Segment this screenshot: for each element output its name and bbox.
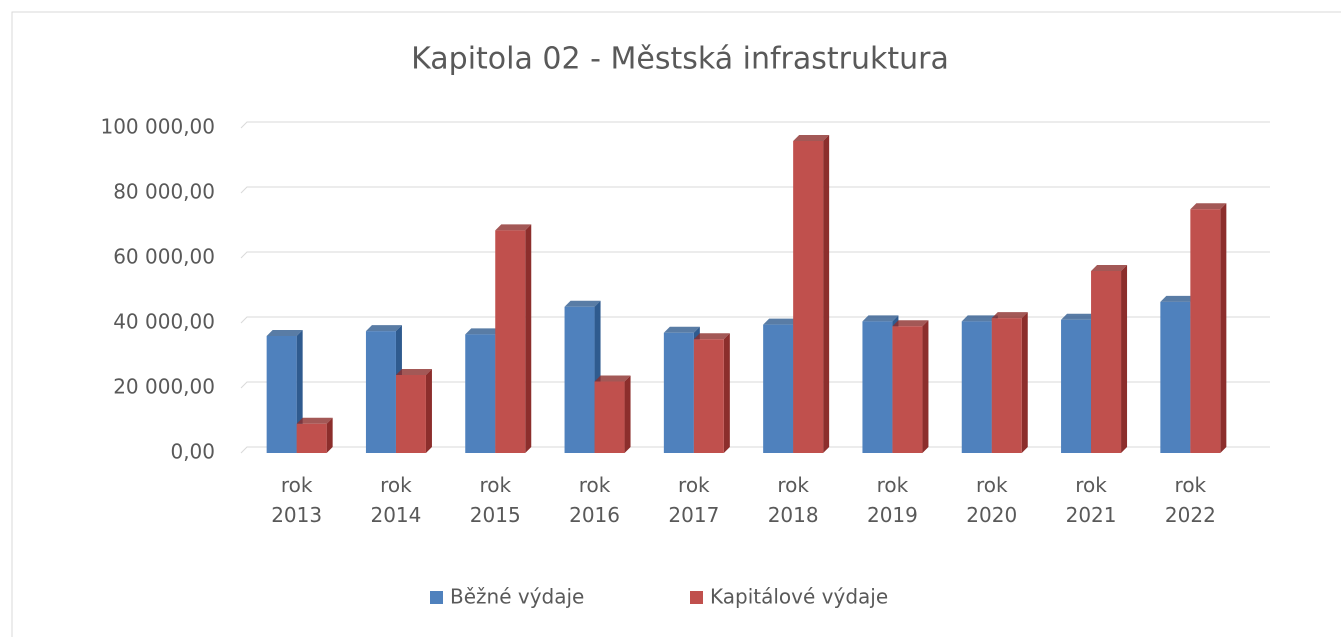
bar-side	[425, 369, 432, 453]
bar	[365, 331, 396, 453]
y-tick-label: 100 000,00	[100, 115, 215, 139]
y-tick-label: 80 000,00	[113, 180, 215, 204]
bar	[663, 332, 694, 453]
legend-swatch	[690, 591, 703, 604]
bar-top	[961, 315, 998, 322]
bar	[693, 339, 724, 453]
bar-side	[922, 320, 929, 453]
legend-label: Kapitálové výdaje	[710, 585, 888, 609]
y-tick-label: 40 000,00	[113, 310, 215, 334]
legend-label: Běžné výdaje	[450, 585, 584, 609]
bar	[1091, 271, 1122, 453]
bar	[266, 336, 297, 453]
y-tick-label: 20 000,00	[113, 375, 215, 399]
bar-top	[862, 315, 899, 322]
bar	[961, 321, 992, 453]
y-tick-label: 0,00	[170, 440, 215, 464]
chart-title: Kapitola 02 - Městská infrastruktura	[411, 42, 949, 77]
bar	[1160, 301, 1191, 453]
bar	[296, 423, 327, 453]
bar-side	[723, 333, 730, 453]
x-tick-label: rok 2022	[1164, 473, 1216, 527]
x-tick-label: rok 2015	[469, 473, 521, 527]
x-tick-label: rok 2018	[767, 473, 819, 527]
bar	[892, 326, 923, 453]
x-tick-label: rok 2017	[668, 473, 720, 527]
bar-top	[763, 318, 800, 325]
grid-line	[240, 121, 1270, 129]
bar-side	[525, 224, 532, 453]
bar-top	[663, 326, 700, 333]
x-tick-label: rok 2019	[866, 473, 918, 527]
bar-top	[1160, 295, 1197, 302]
x-tick-label: rok 2014	[370, 473, 422, 527]
bar-top	[892, 320, 929, 327]
bar	[1061, 319, 1092, 453]
bar-side	[1220, 203, 1227, 453]
bar-top	[1061, 313, 1098, 320]
bar-top	[296, 417, 333, 424]
bar-top	[465, 328, 502, 335]
bar-top	[495, 224, 532, 231]
bar	[594, 381, 625, 453]
bar-side	[1021, 312, 1028, 453]
bar	[1190, 209, 1221, 453]
grid-line	[240, 186, 1270, 194]
grid-line	[240, 446, 1270, 454]
y-tick-label: 60 000,00	[113, 245, 215, 269]
bar-top	[1190, 203, 1227, 210]
bar	[564, 306, 595, 453]
bar	[495, 230, 526, 453]
bar-top	[365, 325, 402, 332]
bar-side	[1121, 265, 1128, 453]
bar-top	[991, 312, 1028, 319]
x-tick-label: rok 2013	[271, 473, 323, 527]
bar-top	[266, 330, 303, 336]
bar-side	[326, 417, 333, 453]
bar-side	[624, 375, 631, 453]
x-tick-label: rok 2021	[1065, 473, 1117, 527]
bar-side	[823, 135, 830, 453]
bar	[793, 141, 824, 453]
bar-top	[594, 375, 631, 382]
bar	[395, 375, 426, 453]
bar	[991, 318, 1022, 453]
bar-top	[793, 135, 830, 141]
grid-line	[240, 381, 1270, 389]
grid-line	[240, 316, 1270, 324]
bar-top	[693, 333, 730, 340]
bar	[465, 334, 496, 453]
x-tick-label: rok 2016	[569, 473, 620, 527]
bar-top	[1091, 265, 1128, 271]
bar	[763, 324, 794, 453]
legend-swatch	[430, 591, 443, 604]
bar-top	[564, 300, 601, 307]
grid-line	[240, 251, 1270, 259]
x-tick-label: rok 2020	[966, 473, 1018, 527]
bar-top	[395, 369, 432, 375]
bar	[862, 321, 893, 453]
